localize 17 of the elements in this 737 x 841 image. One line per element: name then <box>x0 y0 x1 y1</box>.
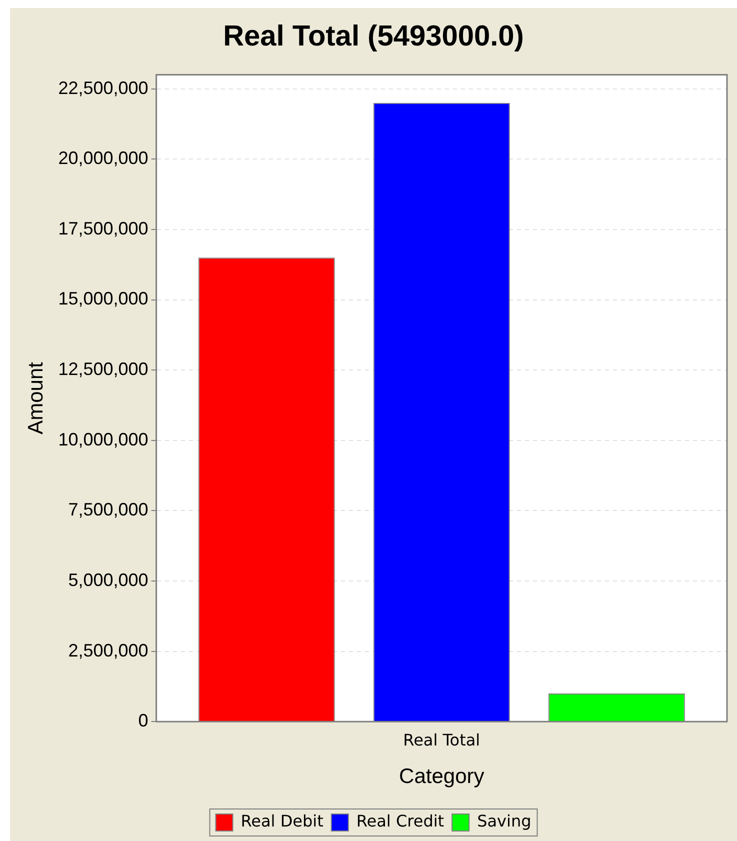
y-tick-label: 7,500,000 <box>68 500 148 520</box>
legend-label: Real Credit <box>356 812 444 831</box>
chart-title: Real Total (5493000.0) <box>223 20 524 52</box>
y-tick-label: 10,000,000 <box>58 429 148 450</box>
y-tick-label: 17,500,000 <box>58 218 148 238</box>
y-tick-label: 0 <box>138 710 148 731</box>
x-axis-title: Category <box>399 765 485 788</box>
y-tick-label: 2,500,000 <box>68 640 148 660</box>
x-tick-label: Real Total <box>403 730 480 750</box>
y-tick-label: 15,000,000 <box>58 288 148 309</box>
y-tick-label: 22,500,000 <box>58 78 148 98</box>
legend-label: Real Debit <box>240 812 324 831</box>
y-tick-label: 20,000,000 <box>58 148 148 168</box>
y-axis-title: Amount <box>24 362 48 434</box>
y-tick-label: 5,000,000 <box>68 570 148 590</box>
legend-label: Saving <box>477 812 532 831</box>
y-tick-label: 12,500,000 <box>58 359 148 380</box>
